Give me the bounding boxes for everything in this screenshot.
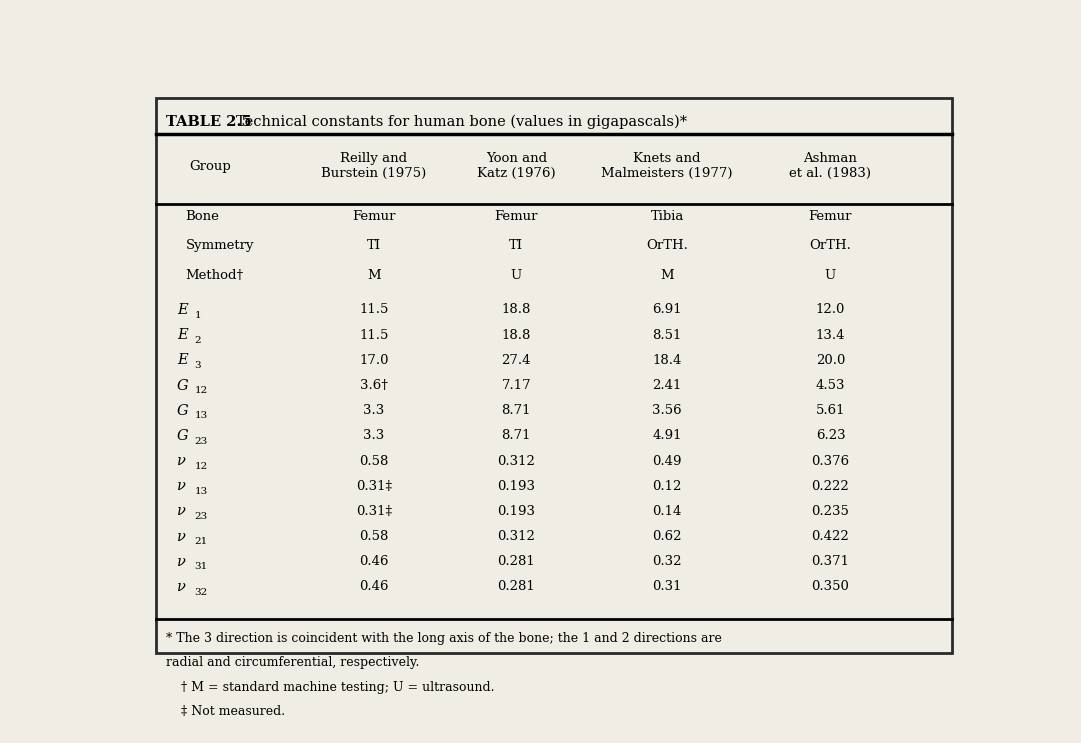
Text: Femur: Femur xyxy=(352,210,396,223)
Text: ν: ν xyxy=(177,504,186,519)
Text: E: E xyxy=(177,354,188,367)
Text: 12: 12 xyxy=(195,461,208,470)
Text: radial and circumferential, respectively.: radial and circumferential, respectively… xyxy=(166,656,419,669)
Text: 3.6†: 3.6† xyxy=(360,379,388,392)
Text: 0.371: 0.371 xyxy=(812,555,850,568)
Text: 0.281: 0.281 xyxy=(497,580,535,594)
Text: 0.312: 0.312 xyxy=(497,455,535,467)
Text: 3: 3 xyxy=(195,361,201,370)
Text: 0.31‡: 0.31‡ xyxy=(356,480,392,493)
Text: G: G xyxy=(177,378,189,392)
Text: 11.5: 11.5 xyxy=(359,303,388,317)
Text: 0.14: 0.14 xyxy=(653,505,682,518)
Text: 0.62: 0.62 xyxy=(652,530,682,543)
Text: 32: 32 xyxy=(195,588,208,597)
Text: 8.71: 8.71 xyxy=(502,429,531,442)
Text: 3.56: 3.56 xyxy=(652,404,682,417)
Text: 4.53: 4.53 xyxy=(816,379,845,392)
Text: OrTH.: OrTH. xyxy=(646,239,688,253)
Text: 31: 31 xyxy=(195,562,208,571)
Text: TABLE 2.5: TABLE 2.5 xyxy=(166,115,252,129)
Text: 1: 1 xyxy=(195,311,201,319)
Text: ν: ν xyxy=(177,530,186,544)
Text: 0.31‡: 0.31‡ xyxy=(356,505,392,518)
Text: ν: ν xyxy=(177,580,186,594)
Text: 23: 23 xyxy=(195,512,208,521)
Text: Yoon and
Katz (1976): Yoon and Katz (1976) xyxy=(477,152,556,181)
Text: 18.4: 18.4 xyxy=(653,354,682,367)
Text: 4.91: 4.91 xyxy=(652,429,682,442)
Text: Ashman
et al. (1983): Ashman et al. (1983) xyxy=(789,152,871,181)
Text: 20.0: 20.0 xyxy=(816,354,845,367)
Text: Femur: Femur xyxy=(809,210,852,223)
Text: Group: Group xyxy=(189,160,231,173)
Text: 0.12: 0.12 xyxy=(653,480,682,493)
Text: 27.4: 27.4 xyxy=(502,354,531,367)
Text: 0.281: 0.281 xyxy=(497,555,535,568)
Text: 0.49: 0.49 xyxy=(652,455,682,467)
Text: 13: 13 xyxy=(195,487,208,496)
Text: 2.41: 2.41 xyxy=(653,379,682,392)
Text: 0.46: 0.46 xyxy=(359,580,389,594)
Text: ν: ν xyxy=(177,454,186,468)
Text: 23: 23 xyxy=(195,436,208,446)
Text: TI: TI xyxy=(366,239,381,253)
Text: 0.31: 0.31 xyxy=(652,580,682,594)
Text: OrTH.: OrTH. xyxy=(810,239,852,253)
Text: 6.23: 6.23 xyxy=(816,429,845,442)
Text: Technical constants for human bone (values in gigapascals)*: Technical constants for human bone (valu… xyxy=(236,115,686,129)
Text: U: U xyxy=(510,269,522,282)
Text: Tibia: Tibia xyxy=(651,210,684,223)
Text: 13.4: 13.4 xyxy=(816,328,845,342)
Text: 0.312: 0.312 xyxy=(497,530,535,543)
Text: 8.71: 8.71 xyxy=(502,404,531,417)
Text: 5.61: 5.61 xyxy=(816,404,845,417)
Text: 0.222: 0.222 xyxy=(812,480,850,493)
Text: 13: 13 xyxy=(195,412,208,421)
Text: 8.51: 8.51 xyxy=(653,328,682,342)
Text: 12: 12 xyxy=(195,386,208,395)
Text: 21: 21 xyxy=(195,537,208,546)
Text: M: M xyxy=(368,269,381,282)
Text: 7.17: 7.17 xyxy=(502,379,531,392)
Text: 0.46: 0.46 xyxy=(359,555,389,568)
Text: U: U xyxy=(825,269,836,282)
Text: 0.58: 0.58 xyxy=(359,530,388,543)
Text: Method†: Method† xyxy=(186,269,243,282)
Text: * The 3 direction is coincident with the long axis of the bone; the 1 and 2 dire: * The 3 direction is coincident with the… xyxy=(166,632,722,644)
Text: † M = standard machine testing; U = ultrasound.: † M = standard machine testing; U = ultr… xyxy=(182,681,495,694)
Text: TI: TI xyxy=(509,239,523,253)
Text: 12.0: 12.0 xyxy=(816,303,845,317)
Text: 0.193: 0.193 xyxy=(497,505,535,518)
Text: Reilly and
Burstein (1975): Reilly and Burstein (1975) xyxy=(321,152,427,181)
Text: 3.3: 3.3 xyxy=(363,404,385,417)
Text: 0.376: 0.376 xyxy=(812,455,850,467)
Text: 18.8: 18.8 xyxy=(502,303,531,317)
Text: 11.5: 11.5 xyxy=(359,328,388,342)
Text: G: G xyxy=(177,429,189,443)
Text: Femur: Femur xyxy=(495,210,538,223)
Text: 0.193: 0.193 xyxy=(497,480,535,493)
Text: M: M xyxy=(660,269,673,282)
Text: ν: ν xyxy=(177,479,186,493)
Text: 6.91: 6.91 xyxy=(652,303,682,317)
Text: E: E xyxy=(177,303,188,317)
Text: Bone: Bone xyxy=(186,210,219,223)
Text: 2: 2 xyxy=(195,336,201,345)
Text: 17.0: 17.0 xyxy=(359,354,389,367)
Text: ν: ν xyxy=(177,555,186,568)
Text: 0.32: 0.32 xyxy=(652,555,682,568)
Text: 3.3: 3.3 xyxy=(363,429,385,442)
Text: 0.58: 0.58 xyxy=(359,455,388,467)
Text: 0.422: 0.422 xyxy=(812,530,850,543)
Text: 0.350: 0.350 xyxy=(812,580,850,594)
Text: Knets and
Malmeisters (1977): Knets and Malmeisters (1977) xyxy=(601,152,733,181)
Text: G: G xyxy=(177,403,189,418)
Text: E: E xyxy=(177,328,188,343)
Text: 18.8: 18.8 xyxy=(502,328,531,342)
Text: Symmetry: Symmetry xyxy=(186,239,254,253)
Text: ‡ Not measured.: ‡ Not measured. xyxy=(182,705,285,718)
Text: 0.235: 0.235 xyxy=(812,505,850,518)
